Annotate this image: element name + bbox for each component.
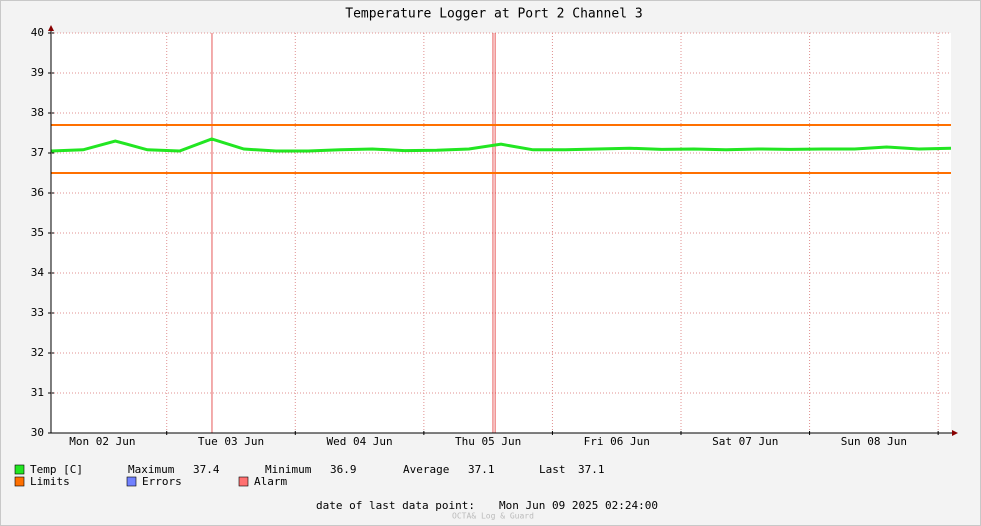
y-tick-label: 34 <box>31 266 45 279</box>
x-tick-label: Sun 08 Jun <box>841 435 907 448</box>
marks <box>50 33 952 433</box>
stat-value: 36.9 <box>330 463 357 476</box>
y-arrow <box>48 25 54 31</box>
stat-label: Maximum <box>128 463 175 476</box>
series-line <box>50 137 952 153</box>
stat-label: Last <box>539 463 566 476</box>
footer-label: date of last data point: <box>316 499 475 512</box>
y-tick-label: 36 <box>31 186 44 199</box>
legend: Temp [C] Maximum 37.4 Minimum 36.9 Average 37.… <box>14 463 605 488</box>
y-tick-label: 38 <box>31 106 44 119</box>
stat-label: Minimum <box>265 463 312 476</box>
chart-title: Temperature Logger at Port 2 Channel 3 <box>345 7 642 22</box>
footer-value: Mon Jun 09 2025 02:24:00 <box>499 499 658 512</box>
watermark: OCTA& Log & Guard <box>452 512 534 521</box>
stat-value: 37.4 <box>193 463 220 476</box>
x-tick-label: Sat 07 Jun <box>712 435 778 448</box>
x-tick-label: Tue 03 Jun <box>198 435 264 448</box>
y-tick-label: 31 <box>31 386 44 399</box>
legend-label: Temp [C] <box>30 463 83 476</box>
y-tick-label: 37 <box>31 146 44 159</box>
legend-swatch <box>14 476 25 487</box>
legend-swatch <box>126 476 137 487</box>
y-tick-label: 40 <box>31 26 44 39</box>
stat-value: 37.1 <box>578 463 605 476</box>
legend-label: Limits <box>30 475 70 488</box>
stat-value: 37.1 <box>468 463 495 476</box>
x-tick-label: Wed 04 Jun <box>326 435 392 448</box>
y-tick-label: 35 <box>31 226 44 239</box>
legend-swatch <box>14 464 25 475</box>
y-tick-label: 33 <box>31 306 44 319</box>
x-tick-label: Mon 02 Jun <box>69 435 135 448</box>
legend-swatch <box>238 476 249 487</box>
y-tick-label: 39 <box>31 66 44 79</box>
y-tick-label: 32 <box>31 346 44 359</box>
legend-label: Errors <box>142 475 182 488</box>
y-tick-label: 30 <box>31 426 44 439</box>
stat-label: Average <box>403 463 449 476</box>
x-tick-label: Thu 05 Jun <box>455 435 521 448</box>
x-tick-label: Fri 06 Jun <box>584 435 650 448</box>
legend-label: Alarm <box>254 475 287 488</box>
x-arrow <box>952 430 958 436</box>
